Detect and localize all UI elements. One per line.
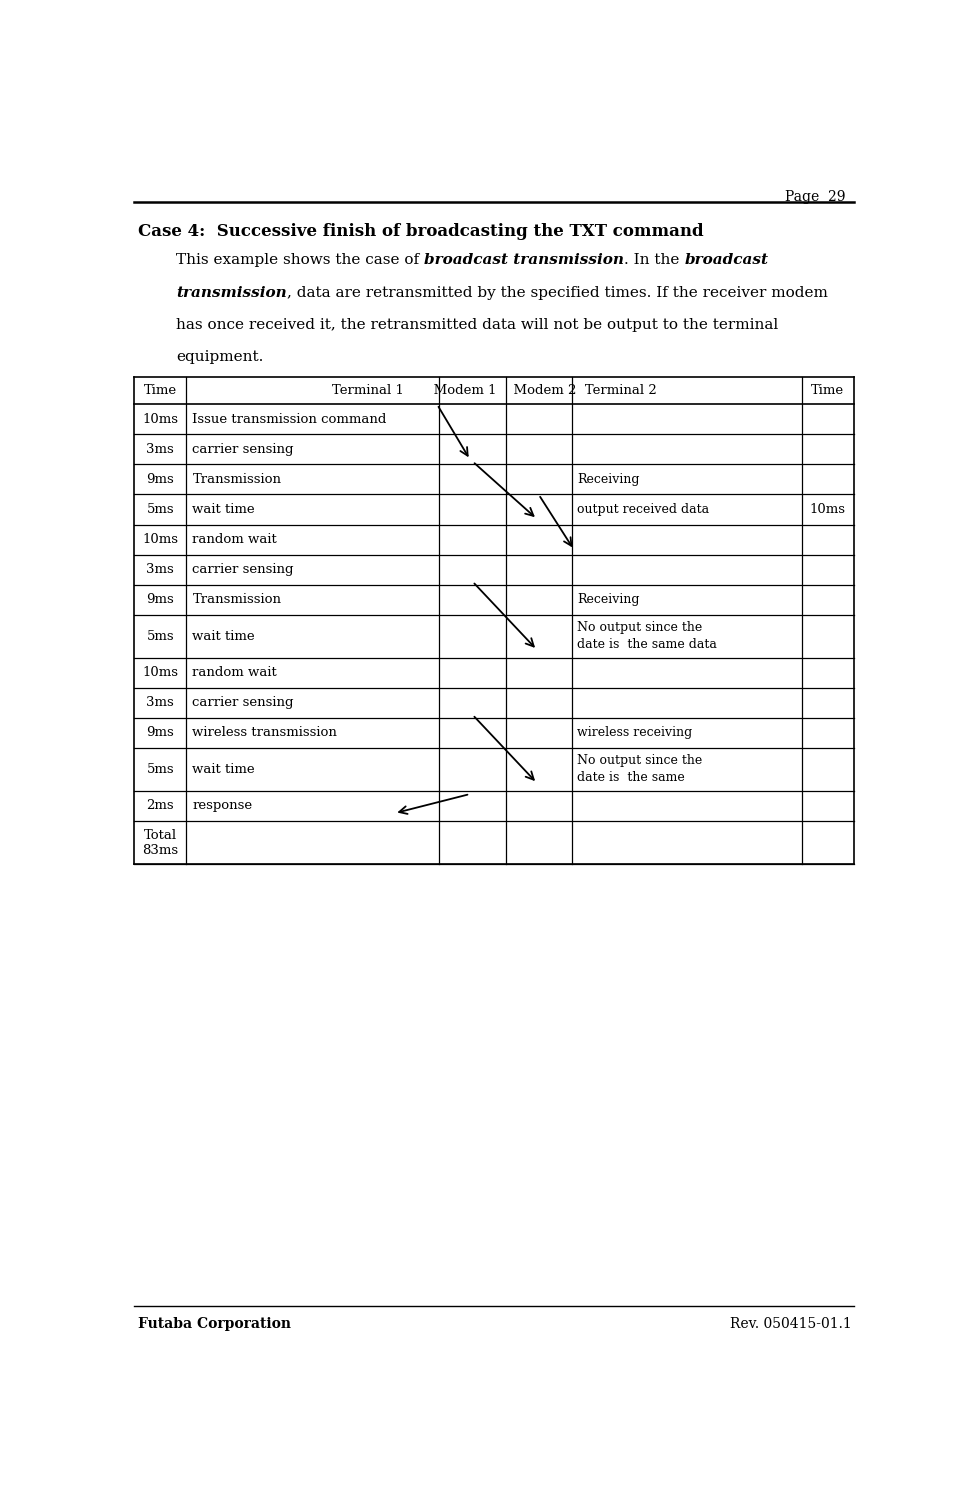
Text: 10ms: 10ms (143, 413, 178, 426)
Text: 3ms: 3ms (147, 444, 174, 456)
Text: 9ms: 9ms (147, 726, 174, 739)
Text: random wait: random wait (193, 533, 278, 546)
Text: output received data: output received data (577, 502, 710, 516)
Text: 3ms: 3ms (147, 696, 174, 709)
Text: 5ms: 5ms (147, 629, 174, 643)
Text: 10ms: 10ms (143, 667, 178, 679)
Text: 5ms: 5ms (147, 764, 174, 776)
Text: Total
83ms: Total 83ms (143, 828, 178, 857)
Text: 2ms: 2ms (147, 800, 174, 812)
Text: wireless transmission: wireless transmission (193, 726, 337, 739)
Text: 3ms: 3ms (147, 563, 174, 576)
Text: wireless receiving: wireless receiving (577, 726, 692, 739)
Text: Time: Time (811, 383, 844, 397)
Text: carrier sensing: carrier sensing (193, 563, 294, 576)
Text: wait time: wait time (193, 502, 255, 516)
Text: carrier sensing: carrier sensing (193, 696, 294, 709)
Text: Time: Time (144, 383, 177, 397)
Text: This example shows the case of: This example shows the case of (176, 254, 424, 267)
Text: 9ms: 9ms (147, 593, 174, 607)
Text: Case 4:  Successive finish of broadcasting the TXT command: Case 4: Successive finish of broadcastin… (138, 223, 703, 240)
Text: random wait: random wait (193, 667, 278, 679)
Text: Receiving: Receiving (577, 472, 640, 486)
Text: broadcast: broadcast (684, 254, 768, 267)
Text: Futaba Corporation: Futaba Corporation (138, 1317, 290, 1331)
Text: 5ms: 5ms (147, 502, 174, 516)
Text: broadcast transmission: broadcast transmission (424, 254, 625, 267)
Text: has once received it, the retransmitted data will not be output to the terminal: has once received it, the retransmitted … (176, 318, 779, 332)
Text: transmission: transmission (176, 285, 287, 300)
Text: . In the: . In the (625, 254, 684, 267)
Text: Page  29: Page 29 (785, 190, 845, 204)
Text: equipment.: equipment. (176, 350, 264, 365)
Text: Terminal 1       Modem 1    Modem 2  Terminal 2: Terminal 1 Modem 1 Modem 2 Terminal 2 (332, 383, 656, 397)
Text: Transmission: Transmission (193, 472, 281, 486)
Text: 10ms: 10ms (143, 533, 178, 546)
Text: 9ms: 9ms (147, 472, 174, 486)
Text: Receiving: Receiving (577, 593, 640, 607)
Text: Transmission: Transmission (193, 593, 281, 607)
Text: response: response (193, 800, 253, 812)
Text: No output since the
date is  the same data: No output since the date is the same dat… (577, 622, 717, 652)
Text: , data are retransmitted by the specified times. If the receiver modem: , data are retransmitted by the specifie… (287, 285, 828, 300)
Text: Rev. 050415-01.1: Rev. 050415-01.1 (731, 1317, 852, 1331)
Text: wait time: wait time (193, 629, 255, 643)
Text: No output since the
date is  the same: No output since the date is the same (577, 754, 703, 785)
Text: carrier sensing: carrier sensing (193, 444, 294, 456)
Text: Issue transmission command: Issue transmission command (193, 413, 387, 426)
Text: wait time: wait time (193, 764, 255, 776)
Text: 10ms: 10ms (810, 502, 845, 516)
